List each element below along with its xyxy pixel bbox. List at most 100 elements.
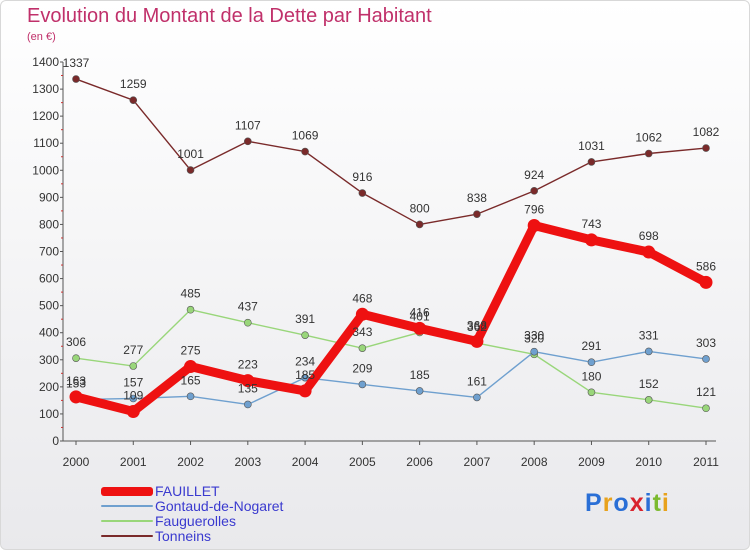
data-label: 800 [410,201,430,215]
x-tick-label: 2011 [693,455,719,469]
data-point [129,394,138,403]
data-label: 320 [524,331,544,345]
data-point [241,374,255,388]
data-point [587,158,596,166]
logo-letter: x [629,489,645,517]
chart-title: Evolution du Montant de la Dette par Hab… [27,5,432,27]
data-point [358,344,367,352]
data-point [126,404,140,418]
x-tick-label: 2003 [234,455,261,469]
data-point [473,393,481,402]
data-point [642,245,656,259]
logo-letter: P [585,489,603,517]
data-label: 185 [410,368,430,382]
data-point [69,390,83,404]
data-label: 185 [295,368,315,382]
data-point [129,362,138,370]
data-point [415,220,424,229]
data-point [470,334,484,348]
data-label: 121 [696,385,716,399]
logo-letter: i [644,489,653,517]
data-label: 586 [696,259,716,273]
data-point [702,144,710,152]
data-label: 485 [181,287,201,301]
data-label: 153 [66,377,86,391]
y-tick-label: 400 [39,326,59,340]
data-label: 331 [639,328,659,342]
data-point [186,166,195,174]
data-label: 401 [410,309,430,323]
data-point [530,187,538,195]
data-point [415,387,424,395]
data-point [129,96,138,104]
x-tick-label: 2000 [63,455,90,469]
data-point [587,388,596,397]
data-point [587,358,596,367]
data-label: 330 [524,329,544,343]
x-tick-label: 2004 [292,455,319,469]
y-tick-label: 900 [39,190,59,204]
y-tick-label: 0 [52,434,59,448]
y-tick-label: 100 [39,407,59,421]
data-point [473,210,481,218]
chart-unit: (en €) [27,31,56,43]
data-point [530,347,538,356]
data-label: 416 [410,305,430,319]
data-label: 924 [524,168,544,182]
data-point [244,137,252,146]
data-point [184,360,198,374]
data-label: 303 [696,336,716,350]
data-label: 209 [352,361,372,375]
data-label: 291 [581,339,601,353]
data-label: 391 [295,312,315,326]
data-label: 135 [238,381,258,395]
data-point [72,354,80,362]
data-label: 180 [581,369,601,383]
data-label: 838 [467,191,487,205]
data-point [644,149,653,158]
legend-label: Fauguerolles [155,513,236,529]
y-tick-label: 500 [39,299,59,313]
data-point [358,189,367,197]
data-label: 1107 [235,118,261,132]
data-label: 157 [123,375,143,389]
data-label: 362 [467,320,487,334]
data-label: 1337 [63,56,90,70]
data-label: 743 [581,217,601,231]
legend-label: Gontaud-de-Nogaret [155,498,284,514]
logo-letter: i [661,489,670,517]
y-tick-label: 600 [39,272,59,286]
data-point [298,384,312,398]
series-line-fauillet [71,221,711,416]
data-label: 437 [238,300,258,314]
data-label: 343 [352,325,372,339]
legend-label: Tonneins [155,528,212,544]
x-tick-label: 2001 [120,455,147,469]
x-tick-label: 2005 [349,455,376,469]
y-tick-label: 1400 [32,55,59,69]
data-point [644,396,653,404]
y-tick-label: 700 [39,245,59,259]
data-label: 1001 [177,147,204,161]
data-label: 916 [352,170,372,184]
x-tick-label: 2007 [464,455,491,469]
data-point [702,404,710,413]
legend-swatch [101,487,153,496]
data-point [644,347,653,356]
data-label: 234 [295,355,315,369]
data-point [358,380,367,389]
data-label: 796 [524,203,544,217]
y-tick-label: 1300 [32,82,59,96]
y-tick-label: 1200 [32,109,59,123]
legend-swatch [101,535,153,537]
legend-label: FAUILLET [155,483,220,499]
y-tick-label: 200 [39,380,59,394]
x-tick-label: 2006 [406,455,433,469]
x-tick-label: 2009 [578,455,605,469]
data-label: 1069 [292,129,319,143]
data-point [355,307,369,321]
data-point [301,147,309,156]
data-point [413,321,427,335]
